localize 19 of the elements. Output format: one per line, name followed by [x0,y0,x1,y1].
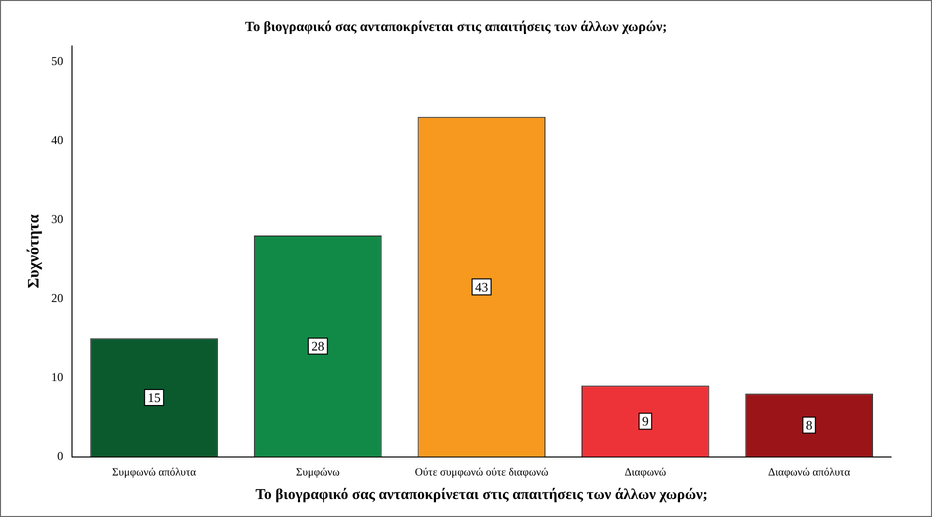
x-tick-label: Συμφώνω [296,466,340,478]
data-label: 9 [642,414,649,429]
x-tick-label: Διαφωνώ [624,466,666,478]
y-tick-label: 40 [51,132,64,147]
data-label: 43 [475,279,488,294]
data-label: 28 [311,338,324,354]
data-label: 8 [806,418,812,433]
y-tick-label: 50 [51,54,64,68]
x-tick-label: Ούτε συμφωνώ ούτε διαφωνώ [414,466,548,478]
data-label: 15 [148,390,161,405]
y-axis-title: Συχνότητα [26,214,43,288]
chart-title: Το βιογραφικό σας ανταποκρίνεται στις απαιτήσεις των άλλων χωρών; [244,20,668,36]
x-tick-label: Συμφωνώ απόλυτα [112,466,196,478]
x-axis-title: Το βιογραφικό σας ανταποκρίνεται στις απαιτήσεις των άλλων χωρών; [256,486,708,503]
y-tick-label: 30 [51,212,64,226]
y-tick-label: 10 [51,370,64,384]
y-tick-label: 0 [57,448,64,463]
x-tick-label: Διαφωνώ απόλυτα [768,466,850,478]
y-tick-label: 20 [51,290,64,305]
